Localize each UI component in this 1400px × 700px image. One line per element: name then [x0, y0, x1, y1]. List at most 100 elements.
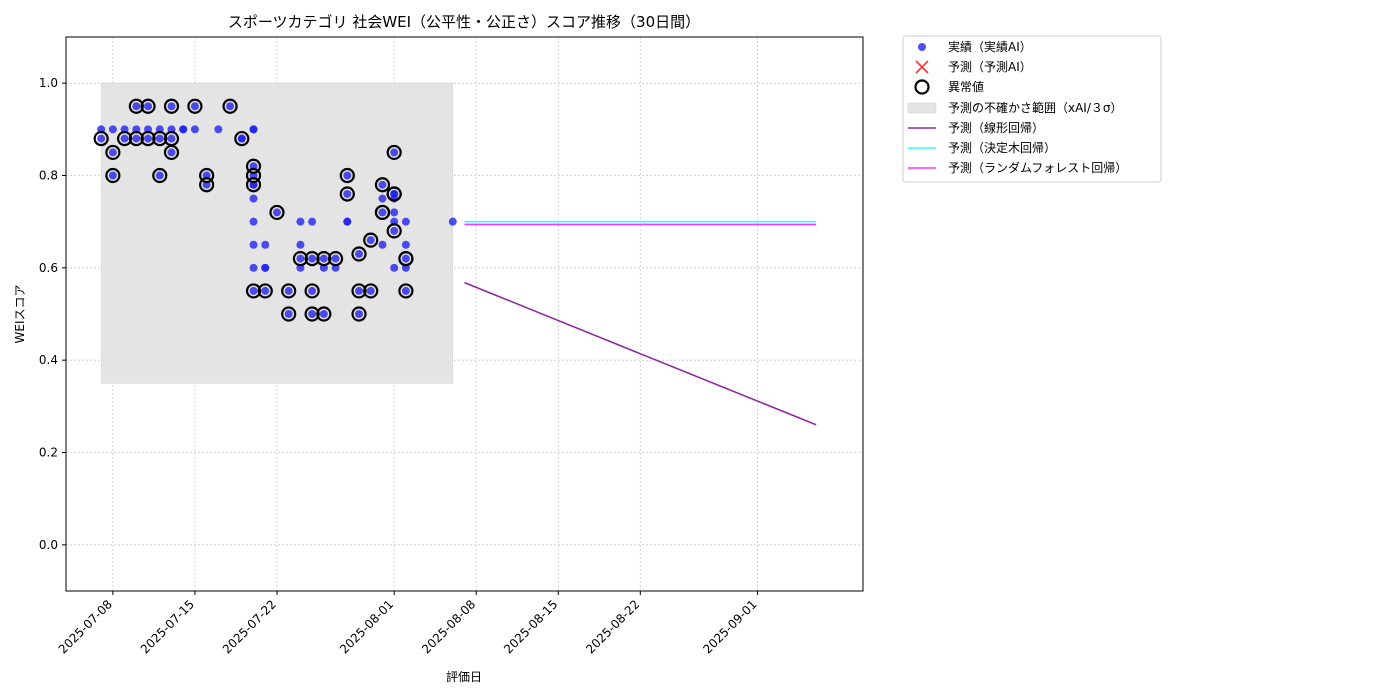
- anomaly-marker: [304, 251, 320, 267]
- actual-point: [155, 134, 164, 143]
- actual-point: [272, 208, 281, 217]
- x-tick-label: 2025-08-22: [583, 597, 642, 656]
- actual-point: [214, 125, 223, 134]
- y-tick-label: 0.0: [39, 538, 58, 552]
- x-tick-label: 2025-07-15: [138, 597, 197, 656]
- actual-point: [261, 263, 270, 272]
- y-tick-label: 1.0: [39, 76, 58, 90]
- anomaly-marker: [245, 167, 262, 184]
- anomaly-marker: [327, 251, 344, 267]
- actual-point: [308, 310, 317, 318]
- anomaly-marker: [398, 251, 414, 267]
- actual-point: [366, 286, 375, 295]
- anomaly-marker: [386, 144, 402, 161]
- legend-predicted-icon: [915, 60, 929, 74]
- anomaly-marker: [292, 251, 309, 267]
- actual-point: [261, 240, 270, 249]
- anomaly-marker: [351, 283, 367, 299]
- legend-band-icon: [907, 102, 937, 114]
- chart-title: スポーツカテゴリ 社会WEI（公平性・公正さ）スコア推移（30日間）: [228, 13, 700, 31]
- anomaly-marker: [199, 177, 215, 193]
- anomaly-marker: [398, 283, 414, 299]
- actual-point: [190, 102, 199, 111]
- actual-point: [97, 134, 106, 143]
- actual-point: [296, 254, 305, 263]
- actual-point: [249, 263, 258, 272]
- anomaly-marker: [316, 251, 332, 267]
- x-tick-label: 2025-07-22: [220, 597, 279, 656]
- legend-label: 予測（決定木回帰）: [948, 140, 1056, 155]
- x-tick-label: 2025-07-08: [56, 597, 115, 656]
- legend-label: 実績（実績AI）: [948, 39, 1032, 54]
- anomaly-marker: [351, 306, 367, 322]
- legend-anomaly-icon: [914, 79, 930, 95]
- actual-point: [249, 217, 258, 226]
- legend-label: 予測の不確かさ範囲（xAI/３σ）: [948, 100, 1123, 115]
- prediction-lines: [464, 220, 817, 426]
- anomaly-marker: [363, 232, 379, 248]
- actual-point: [155, 171, 164, 180]
- anomaly-marker: [363, 283, 379, 299]
- legend-label: 予測（予測AI）: [948, 60, 1032, 74]
- actual-point: [249, 286, 258, 295]
- actual-point: [144, 134, 153, 143]
- actual-point: [249, 240, 258, 249]
- legend-label: 予測（ランダムフォレスト回帰）: [948, 160, 1127, 175]
- actual-point: [296, 217, 305, 226]
- actual-point: [401, 254, 410, 263]
- anomaly-marker: [281, 306, 297, 322]
- anomaly-marker: [245, 158, 262, 174]
- anomaly-marker: [105, 167, 121, 184]
- anomaly-marker: [281, 283, 297, 299]
- x-tick-label: 2025-08-01: [337, 597, 396, 656]
- actual-point: [308, 286, 317, 295]
- anomaly-marker: [152, 130, 168, 147]
- actual-point: [343, 189, 352, 198]
- actual-point: [132, 102, 141, 111]
- actual-point: [448, 217, 457, 226]
- y-tick-label: 0.2: [39, 446, 58, 460]
- actual-point: [308, 217, 317, 226]
- actual-point: [167, 134, 176, 143]
- actual-point: [390, 263, 399, 272]
- actual-point: [190, 125, 199, 134]
- actual-point: [366, 236, 375, 245]
- actual-point: [401, 217, 410, 226]
- actual-point: [355, 310, 364, 318]
- actual-point: [319, 310, 328, 318]
- anomaly-marker: [140, 98, 156, 114]
- actual-point: [378, 180, 387, 189]
- anomaly-marker: [245, 177, 262, 193]
- anomaly-marker: [269, 204, 285, 221]
- anomaly-marker: [187, 98, 203, 114]
- actual-point: [167, 102, 176, 111]
- anomaly-marker: [140, 130, 156, 147]
- anomaly-marker: [128, 130, 144, 147]
- legend-frame: [902, 35, 1162, 183]
- anomaly-marker: [316, 306, 332, 322]
- anomaly-marker: [199, 167, 215, 184]
- x-tick-label: 2025-09-01: [700, 597, 759, 656]
- actual-point: [261, 286, 270, 295]
- actual-point: [108, 148, 117, 157]
- anomaly-marker: [339, 167, 355, 184]
- anomaly-marker: [152, 167, 168, 184]
- actual-point: [331, 254, 340, 263]
- legend-actual-icon: [918, 43, 926, 51]
- actual-point: [319, 254, 328, 263]
- legend-label: 異常値: [948, 79, 984, 94]
- actual-point: [308, 254, 317, 263]
- actual-point: [144, 102, 153, 111]
- anomaly-marker: [374, 204, 391, 221]
- actual-point: [108, 171, 117, 180]
- actual-point: [249, 194, 258, 203]
- prediction-line: [464, 281, 817, 426]
- x-axis-label: 評価日: [446, 669, 482, 684]
- anomaly-marker: [163, 98, 180, 114]
- anomaly-markers: [93, 98, 414, 322]
- actual-point: [355, 286, 364, 295]
- anomaly-marker: [304, 306, 320, 322]
- plot-area: [65, 36, 864, 592]
- anomaly-marker: [245, 283, 262, 299]
